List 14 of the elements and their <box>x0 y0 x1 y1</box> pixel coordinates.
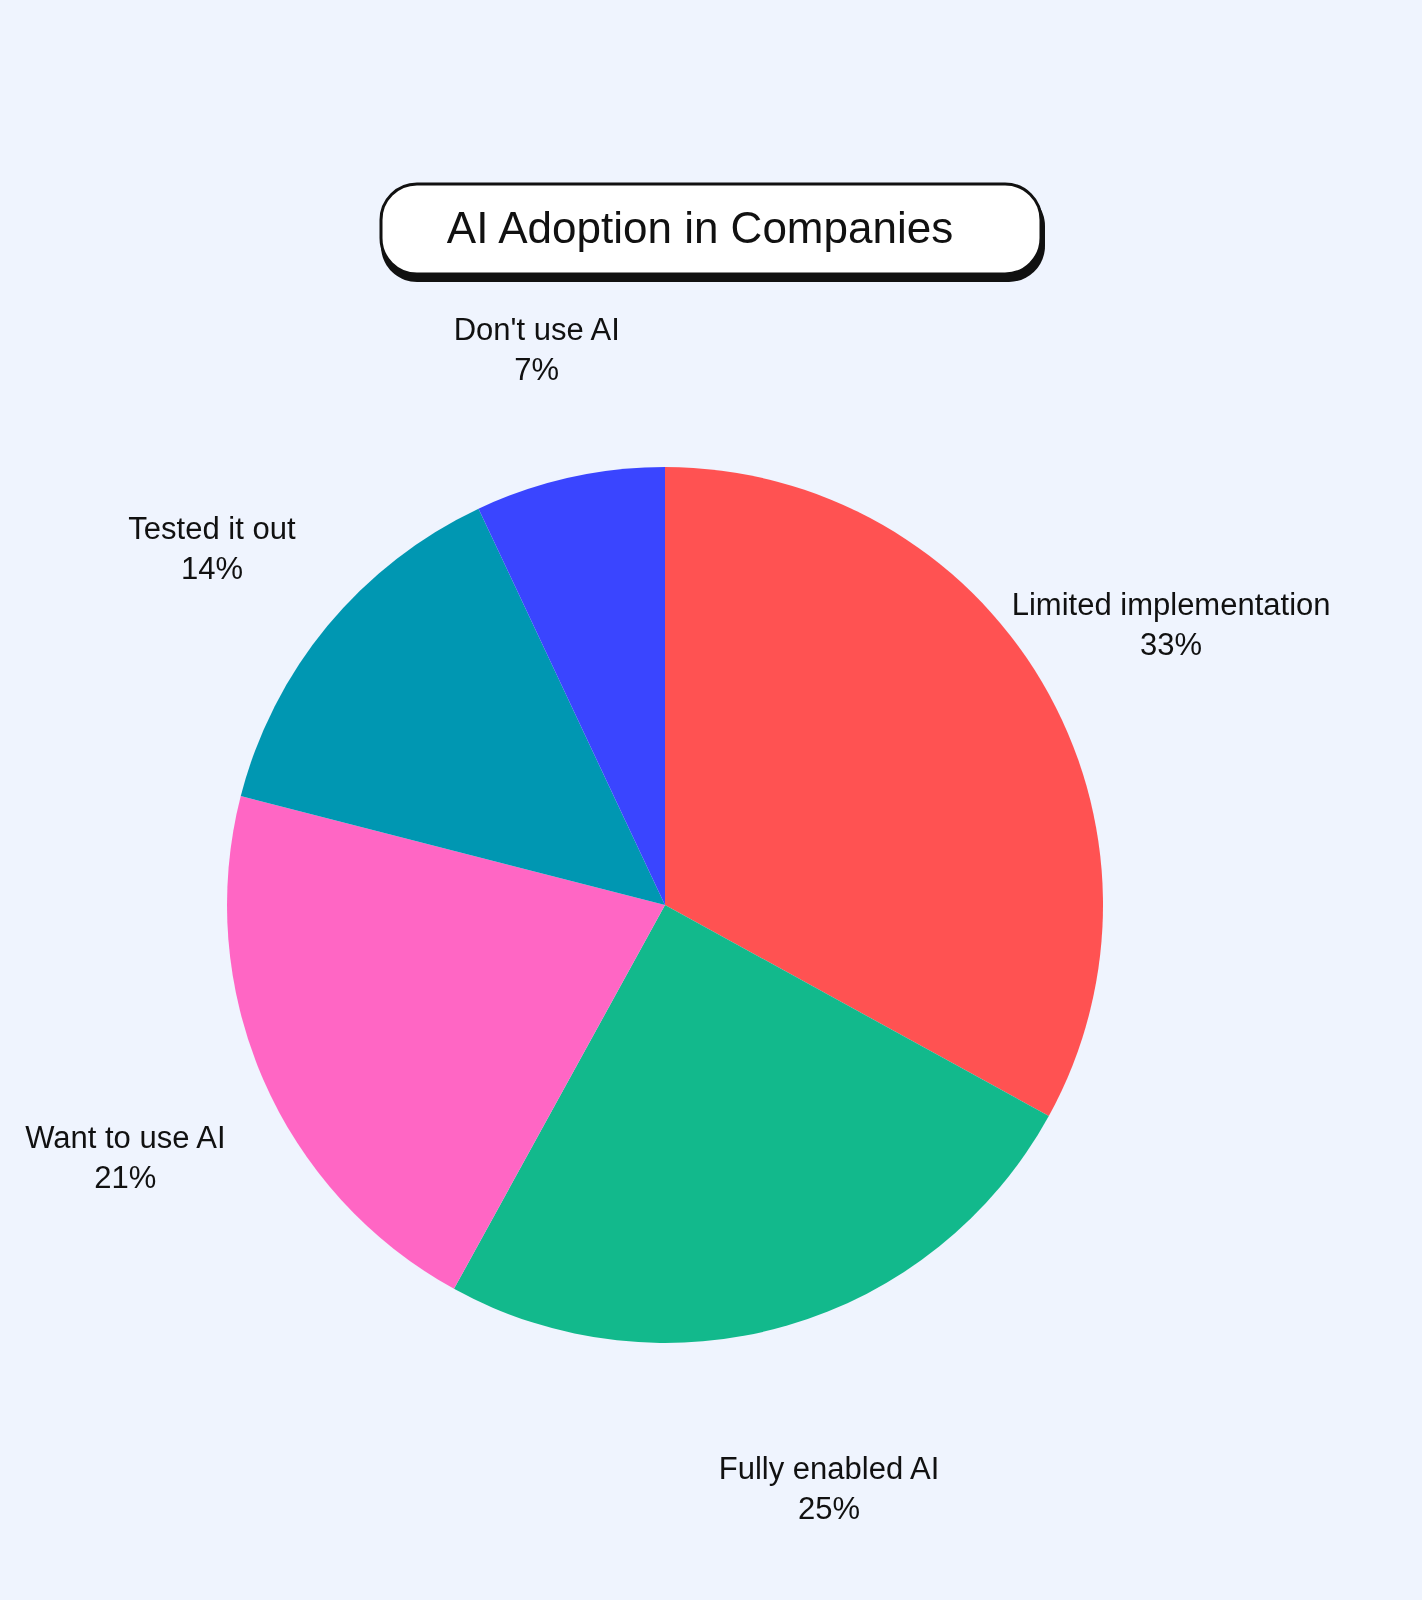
chart-title: AI Adoption in Companies <box>446 203 954 252</box>
pie-slice <box>453 905 1049 1343</box>
slice-label: Want to use AI <box>25 1119 226 1155</box>
slice-label: Fully enabled AI <box>718 1450 940 1486</box>
slice-label: Limited implementation <box>1011 586 1331 622</box>
slice-label: Tested it out <box>128 511 296 547</box>
slice-label: Don't use AI <box>453 312 620 348</box>
data-label: 33% <box>1140 626 1203 662</box>
pie-slice <box>478 467 665 905</box>
data-label: 14% <box>180 551 243 587</box>
data-label: 7% <box>514 352 560 388</box>
data-label: 21% <box>94 1159 157 1195</box>
pie-slice <box>227 796 665 1289</box>
data-label: 25% <box>798 1490 861 1526</box>
